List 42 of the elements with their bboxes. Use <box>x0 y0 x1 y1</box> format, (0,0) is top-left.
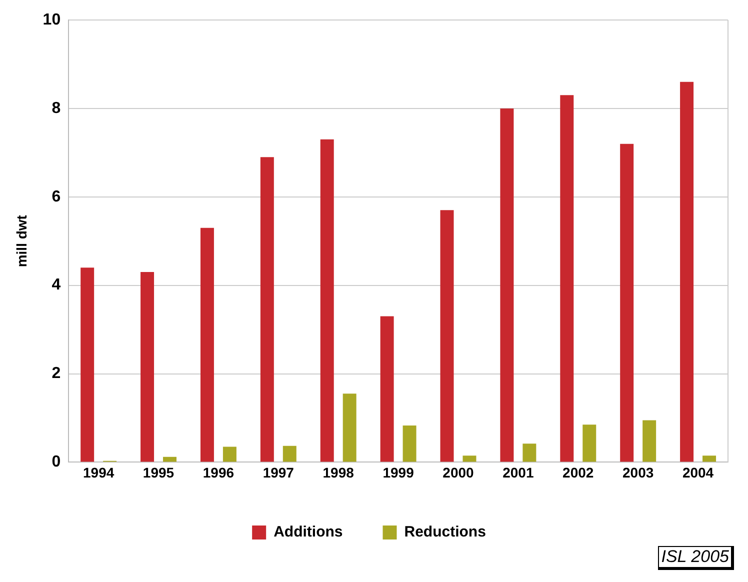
bar <box>582 424 596 462</box>
x-tick-label: 1996 <box>202 464 234 480</box>
bar <box>140 272 154 462</box>
bar <box>163 456 176 462</box>
text: ISL 2005 <box>658 546 734 570</box>
legend-label: Reductions <box>404 524 486 541</box>
bar <box>642 420 656 462</box>
bar <box>260 157 274 462</box>
y-tick-label: 4 <box>52 276 61 294</box>
bar <box>462 456 476 462</box>
y-axis-title: mill dwt <box>13 214 30 268</box>
bar <box>222 446 236 462</box>
x-tick-label: 1999 <box>382 464 414 480</box>
bar <box>560 95 574 462</box>
bar <box>282 446 296 462</box>
bar <box>380 316 394 462</box>
bar <box>500 108 514 462</box>
y-tick-label: 10 <box>42 11 61 28</box>
x-tick-label: 1994 <box>82 464 114 480</box>
bar <box>440 210 454 462</box>
x-tick-label: 2002 <box>562 464 594 480</box>
x-tick-label: 1997 <box>262 464 294 480</box>
bar <box>342 394 356 462</box>
x-tick-label: 1998 <box>322 464 354 480</box>
bar <box>620 144 634 462</box>
y-tick-label: 6 <box>52 188 61 206</box>
x-tick-label: 1995 <box>142 464 174 480</box>
y-tick-label: 2 <box>52 365 61 382</box>
bar <box>680 82 694 462</box>
y-tick-label: 0 <box>52 454 61 471</box>
y-tick-label: 8 <box>52 100 61 117</box>
bar <box>200 228 214 462</box>
bar <box>522 444 536 462</box>
x-tick-label: 2000 <box>442 464 474 480</box>
bar <box>702 456 716 462</box>
x-tick-label: 2001 <box>502 464 534 480</box>
bar <box>80 268 94 462</box>
legend-label: Additions <box>274 524 343 541</box>
bar <box>402 426 416 462</box>
bar <box>320 139 334 462</box>
x-tick-label: 2003 <box>622 464 654 480</box>
x-tick-label: 2004 <box>682 464 714 480</box>
